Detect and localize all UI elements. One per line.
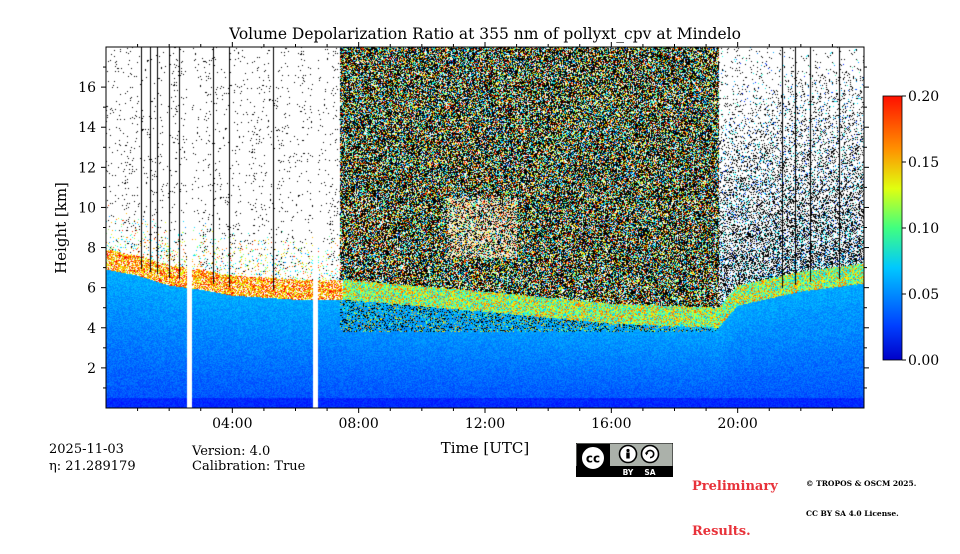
date-label: 2025-11-03 <box>49 442 124 457</box>
x-tick-label: 20:00 <box>717 416 757 432</box>
calibration-label: Calibration: True <box>192 459 306 474</box>
x-tick-label: 08:00 <box>338 416 378 432</box>
chart-title: Volume Depolarization Ratio at 355 nm of… <box>229 25 741 43</box>
sa-icon <box>640 444 660 464</box>
colorbar-tick-label: 0.05 <box>908 287 939 303</box>
heatmap-image <box>106 47 864 408</box>
cc-icon <box>580 445 606 471</box>
x-tick-label: 04:00 <box>212 416 252 432</box>
x-axis: 04:00 08:00 12:00 16:00 20:00 <box>137 42 833 432</box>
colorbar-ticks: 0.00 0.05 0.10 0.15 0.20 <box>902 89 939 369</box>
y-tick-label: 6 <box>87 281 96 297</box>
version-label: Version: 4.0 <box>192 444 271 459</box>
colorbar-tick-label: 0.00 <box>908 353 939 369</box>
figure: 04:00 08:00 12:00 16:00 20:00 2 4 6 8 10 12 14 16 T… <box>52 42 939 457</box>
y-axis: 2 4 6 8 10 12 14 16 <box>78 66 869 389</box>
y-tick-label: 4 <box>87 321 96 337</box>
y-axis-label: Height [km] <box>52 182 70 274</box>
y-tick-label: 12 <box>78 160 96 176</box>
colorbar: 0.00 0.05 0.10 0.15 0.20 <box>882 89 939 369</box>
eta-label: η: 21.289179 <box>49 459 136 474</box>
svg-text:SA: SA <box>644 468 655 477</box>
x-axis-label: Time [UTC] <box>441 439 530 457</box>
cc-license-badge: cc BY SA <box>576 443 673 477</box>
x-tick-label: 16:00 <box>591 416 631 432</box>
copyright-note: © TROPOS & OSCM 2025. CC BY SA 4.0 Licen… <box>806 479 917 518</box>
colorbar-tick-label: 0.10 <box>908 221 939 237</box>
svg-text:BY: BY <box>623 468 634 477</box>
y-tick-label: 10 <box>78 200 96 216</box>
x-tick-label: 12:00 <box>465 416 505 432</box>
y-tick-label: 2 <box>87 361 96 377</box>
colorbar-gradient <box>882 95 903 361</box>
preliminary-results-note: Preliminary Results. <box>692 479 778 539</box>
y-tick-label: 16 <box>78 80 96 96</box>
colorbar-tick-label: 0.20 <box>908 89 939 105</box>
svg-text:cc: cc <box>586 452 600 466</box>
colorbar-tick-label: 0.15 <box>908 155 939 171</box>
y-tick-label: 14 <box>78 120 96 136</box>
y-tick-label: 8 <box>87 241 96 257</box>
